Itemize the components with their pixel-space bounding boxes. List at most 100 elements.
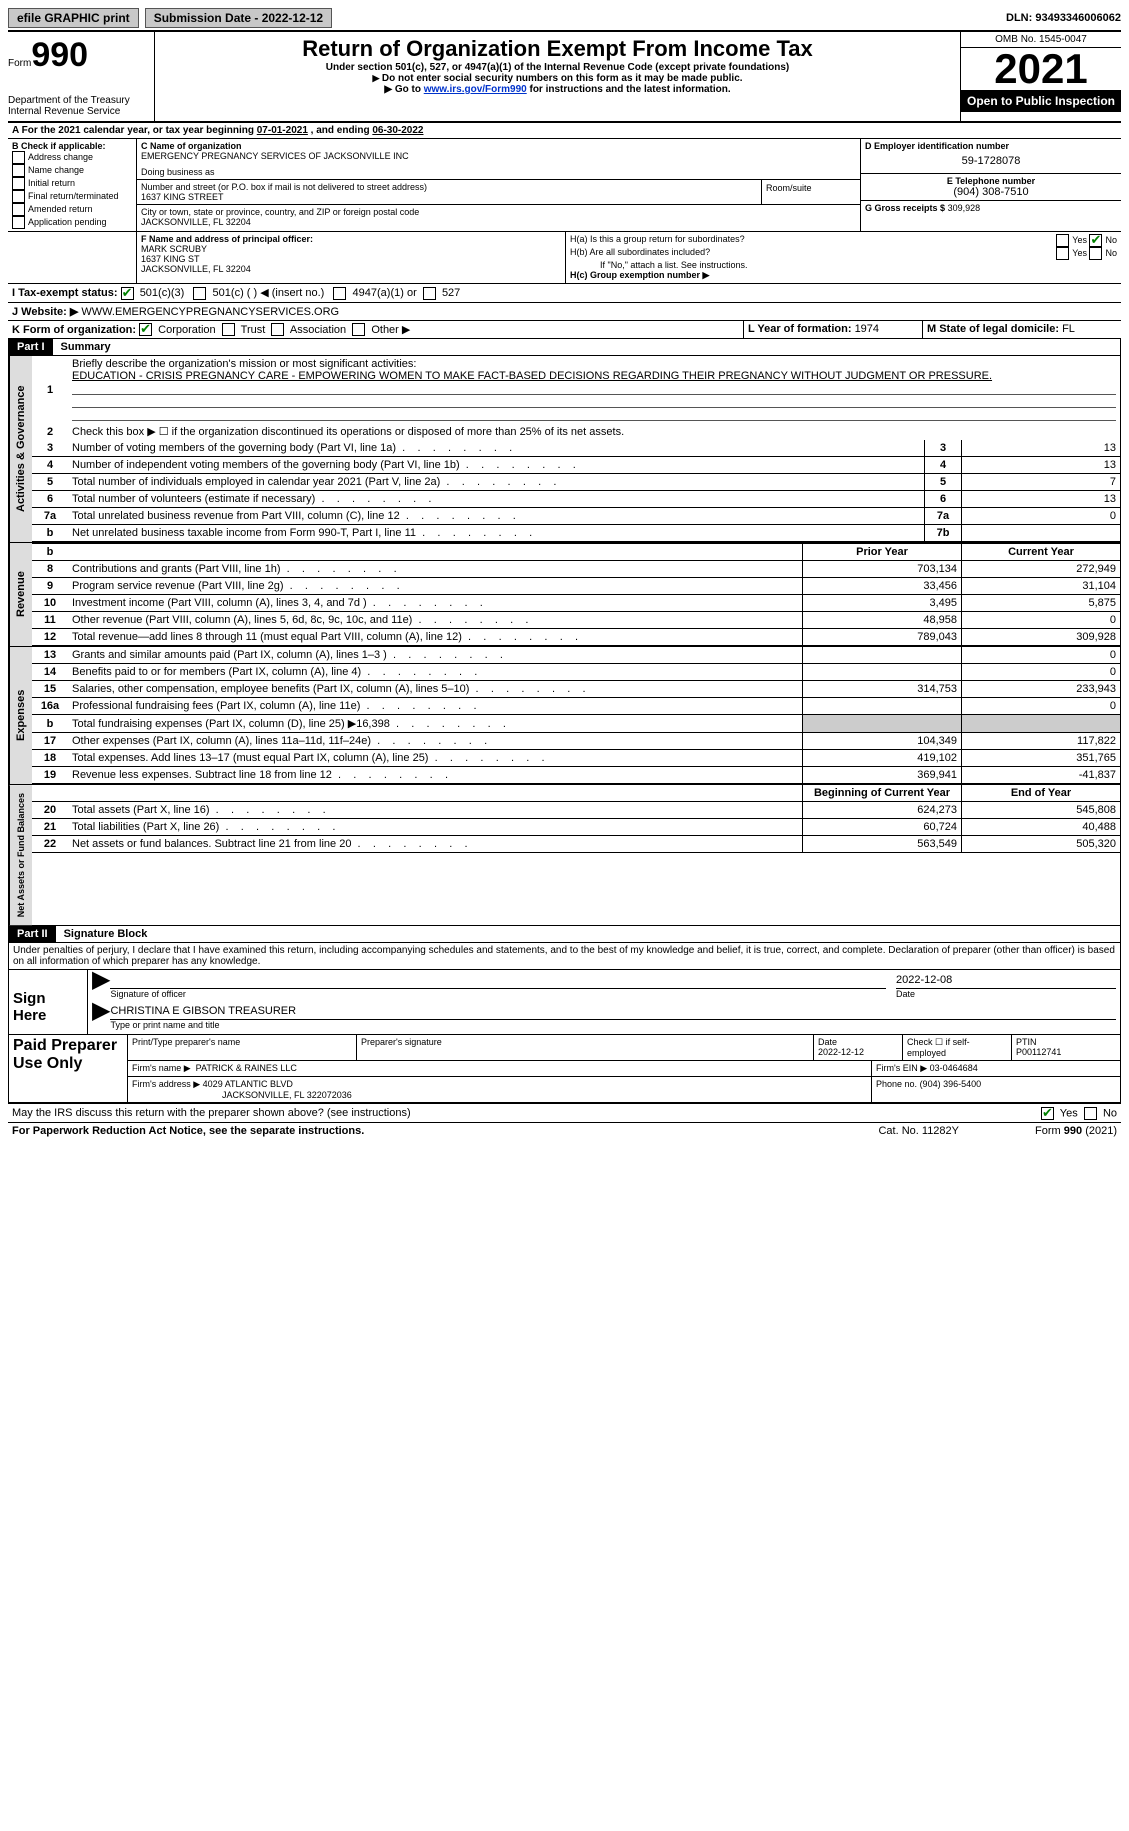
addr-change-check[interactable] [12, 151, 25, 164]
part1-title: Summary [53, 339, 119, 355]
4947-check[interactable] [333, 287, 346, 300]
sig-name: CHRISTINA E GIBSON TREASURER [110, 1005, 1116, 1020]
firm-addr-label: Firm's address ▶ [132, 1079, 200, 1089]
line-21-current: 40,488 [962, 819, 1121, 836]
initial-return-check[interactable] [12, 177, 25, 190]
submission-button[interactable]: Submission Date - 2022-12-12 [145, 8, 332, 28]
firm-addr1: 4029 ATLANTIC BLVD [203, 1079, 293, 1089]
other-check[interactable] [352, 323, 365, 336]
form-title: Return of Organization Exempt From Incom… [163, 36, 952, 62]
part2-tag: Part II [9, 926, 56, 942]
prep-date-label: Date [818, 1037, 837, 1047]
line-10-prior: 3,495 [803, 595, 962, 612]
part2-header: Part II Signature Block [8, 926, 1121, 943]
line-17-current: 117,822 [962, 733, 1121, 750]
room-label: Room/suite [766, 183, 812, 193]
website-value: WWW.EMERGENCYPREGNANCYSERVICES.ORG [78, 306, 339, 318]
top-bar: efile GRAPHIC print Submission Date - 20… [8, 8, 1121, 32]
q1-label: Briefly describe the organization's miss… [72, 358, 416, 370]
501c-check[interactable] [193, 287, 206, 300]
form-subtitle: Under section 501(c), 527, or 4947(a)(1)… [163, 62, 952, 73]
name-change-check[interactable] [12, 164, 25, 177]
ptin-value: P00112741 [1016, 1047, 1061, 1057]
assoc-check[interactable] [271, 323, 284, 336]
hb-no-check[interactable] [1089, 247, 1102, 260]
officer-addr2: JACKSONVILLE, FL 32204 [141, 264, 561, 274]
form990-link[interactable]: www.irs.gov/Form990 [424, 84, 527, 95]
j-label: J Website: ▶ [12, 306, 78, 318]
b-label: B Check if applicable: [12, 141, 132, 151]
discuss-no-check[interactable] [1084, 1107, 1097, 1120]
firm-ein-label: Firm's EIN ▶ [876, 1063, 927, 1073]
addr-label: Number and street (or P.O. box if mail i… [141, 182, 757, 192]
line-14-prior [803, 664, 962, 681]
amended-check[interactable] [12, 203, 25, 216]
e-label: E Telephone number [865, 176, 1117, 186]
discuss-row: May the IRS discuss this return with the… [8, 1103, 1121, 1122]
line-5-text: Total number of individuals employed in … [68, 474, 925, 491]
cat-no: Cat. No. 11282Y [874, 1123, 963, 1139]
vtab-netassets: Net Assets or Fund Balances [9, 785, 32, 925]
line-7a-text: Total unrelated business revenue from Pa… [68, 508, 925, 525]
vtab-activities: Activities & Governance [9, 356, 32, 542]
gross-receipts: 309,928 [948, 203, 981, 213]
prep-sig-hdr: Preparer's signature [356, 1035, 813, 1060]
firm-addr2: JACKSONVILLE, FL 322072036 [132, 1090, 352, 1100]
c-name-label: C Name of organization [141, 141, 856, 151]
line-18-current: 351,765 [962, 750, 1121, 767]
firm-name: PATRICK & RAINES LLC [196, 1063, 297, 1073]
line-3-value: 13 [962, 440, 1121, 457]
line-b-value [962, 525, 1121, 542]
line-20-current: 545,808 [962, 802, 1121, 819]
line-16a-current: 0 [962, 698, 1121, 715]
dba-label: Doing business as [141, 167, 856, 177]
line-9-current: 31,104 [962, 578, 1121, 595]
corp-check[interactable] [139, 323, 152, 336]
hb-yes-check[interactable] [1056, 247, 1069, 260]
sign-block: Sign Here ▶ Signature of officer 2022-12… [8, 970, 1121, 1035]
527-check[interactable] [423, 287, 436, 300]
prep-date: 2022-12-12 [818, 1047, 864, 1057]
final-return-check[interactable] [12, 190, 25, 203]
hc-label: H(c) Group exemption number ▶ [570, 270, 1117, 281]
line-22-text: Net assets or fund balances. Subtract li… [68, 836, 803, 853]
line-8-text: Contributions and grants (Part VIII, lin… [68, 561, 803, 578]
part1-header: Part I Summary [8, 339, 1121, 356]
ha-no-check[interactable] [1089, 234, 1102, 247]
line-19-prior: 369,941 [803, 767, 962, 784]
line-21-prior: 60,724 [803, 819, 962, 836]
line-b-text: Net unrelated business taxable income fr… [68, 525, 925, 542]
city-label: City or town, state or province, country… [141, 207, 856, 217]
line-18-prior: 419,102 [803, 750, 962, 767]
ha-yes-check[interactable] [1056, 234, 1069, 247]
l-label: L Year of formation: [748, 323, 855, 335]
prep-name-hdr: Print/Type preparer's name [128, 1035, 356, 1060]
vtab-revenue: Revenue [9, 543, 32, 646]
line-4-text: Number of independent voting members of … [68, 457, 925, 474]
k-label: K Form of organization: [12, 324, 136, 336]
trust-check[interactable] [222, 323, 235, 336]
ein-value: 59-1728078 [865, 151, 1117, 171]
line-17-text: Other expenses (Part IX, column (A), lin… [68, 733, 803, 750]
line-6-text: Total number of volunteers (estimate if … [68, 491, 925, 508]
f-label: F Name and address of principal officer: [141, 234, 561, 244]
q2-text: Check this box ▶ ☐ if the organization d… [68, 423, 1120, 440]
print-button[interactable]: efile GRAPHIC print [8, 8, 139, 28]
line-14-text: Benefits paid to or for members (Part IX… [68, 664, 803, 681]
note-ssn: Do not enter social security numbers on … [163, 73, 952, 84]
dept-label: Department of the Treasury [8, 95, 148, 106]
self-emp-label: Check ☐ if self-employed [902, 1035, 1011, 1060]
org-name: EMERGENCY PREGNANCY SERVICES OF JACKSONV… [141, 151, 856, 161]
status-row: I Tax-exempt status: 501(c)(3) 501(c) ( … [8, 284, 1121, 303]
begin-year-hdr: Beginning of Current Year [803, 785, 962, 802]
line-8-current: 272,949 [962, 561, 1121, 578]
501c3-check[interactable] [121, 287, 134, 300]
line-15-text: Salaries, other compensation, employee b… [68, 681, 803, 698]
line-12-current: 309,928 [962, 629, 1121, 646]
discuss-yes-check[interactable] [1041, 1107, 1054, 1120]
vtab-expenses: Expenses [9, 647, 32, 784]
current-year-hdr: Current Year [962, 544, 1121, 561]
app-pending-check[interactable] [12, 216, 25, 229]
line-20-text: Total assets (Part X, line 16) [68, 802, 803, 819]
ha-label: H(a) Is this a group return for subordin… [570, 234, 1056, 247]
